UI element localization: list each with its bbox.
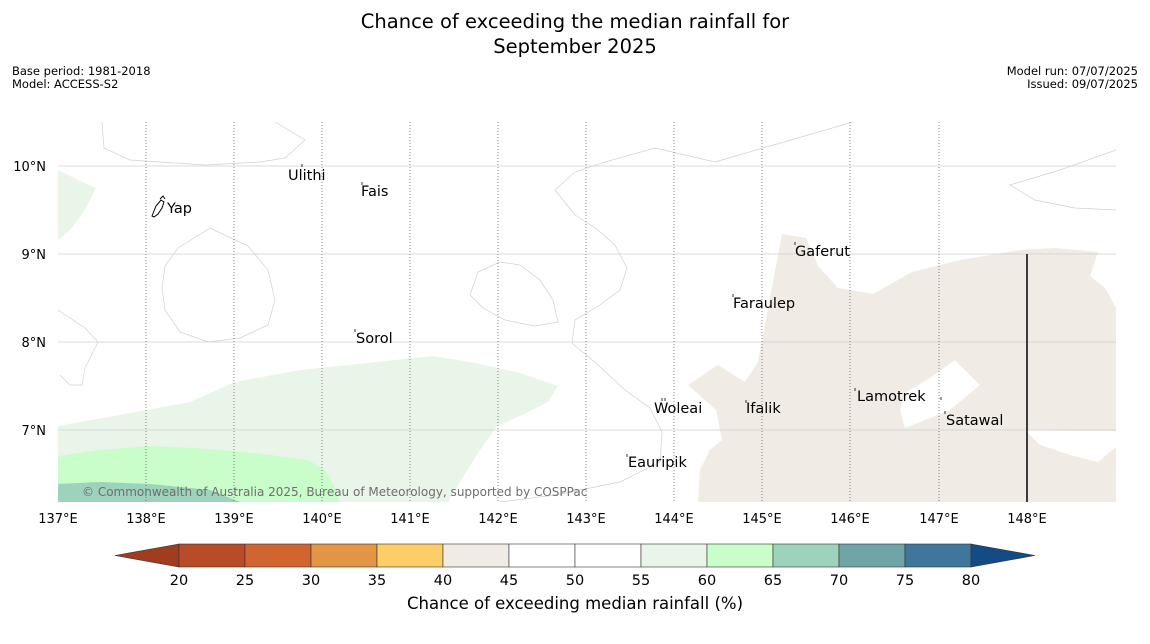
colorbar-tick-label: 75	[896, 573, 914, 589]
colorbar-tick-label: 80	[962, 573, 980, 589]
colorbar-swatch	[508, 543, 576, 568]
place-fais: Fais	[361, 184, 388, 200]
colorbar-tick-label: 70	[830, 573, 848, 589]
place-satawal: Satawal	[946, 413, 1003, 429]
colorbar-tick-label: 45	[500, 573, 518, 589]
place-sorol: Sorol	[356, 331, 393, 347]
place-gaferut: Gaferut	[795, 244, 850, 260]
colorbar-label: Chance of exceeding median rainfall (%)	[406, 594, 744, 613]
longitude-lines	[145, 122, 940, 502]
lon-tick-label: 147°E	[919, 512, 959, 527]
colorbar-ticks: 20 25 30 35 40 45 50 55 60 65 70 75 80	[170, 573, 980, 589]
colorbar-tick-label: 50	[566, 573, 584, 589]
colorbar-swatch	[640, 543, 708, 568]
colorbar-tick-label: 20	[170, 573, 188, 589]
lon-tick-label: 141°E	[390, 512, 430, 527]
colorbar-tick-label: 25	[236, 573, 254, 589]
map-frame: Ulithi Fais Yap Gaferut Faraulep Sorol L…	[58, 122, 1116, 502]
lon-tick-label: 145°E	[742, 512, 782, 527]
lat-tick-label: 7°N	[22, 424, 47, 439]
map-title: Chance of exceeding the median rainfall …	[0, 9, 1150, 59]
meta-right: Model run: 07/07/2025 Issued: 09/07/2025	[1007, 65, 1138, 91]
model-text: Model: ACCESS-S2	[12, 77, 119, 91]
lon-tick-label: 137°E	[38, 512, 78, 527]
colorbar-extend-low	[114, 543, 180, 568]
lat-tick-label: 9°N	[22, 248, 47, 263]
island-markers	[301, 164, 946, 457]
contour-55-60-region-northwest	[58, 170, 96, 240]
colorbar-swatch	[376, 543, 444, 568]
colorbar-tick-label: 65	[764, 573, 782, 589]
lon-tick-label: 144°E	[654, 512, 694, 527]
place-ifalik: Ifalik	[746, 401, 781, 417]
yap-island-outline	[151, 195, 166, 218]
lon-tick-label: 142°E	[478, 512, 518, 527]
title-line-1: Chance of exceeding the median rainfall …	[360, 10, 790, 33]
colorbar-swatch	[244, 543, 312, 568]
model-run-text: Model run: 07/07/2025	[1006, 64, 1138, 78]
colorbar-swatch	[838, 543, 906, 568]
issued-text: Issued: 09/07/2025	[1027, 77, 1138, 91]
lat-tick-label: 10°N	[13, 160, 46, 175]
place-lamotrek: Lamotrek	[857, 389, 926, 405]
lon-tick-label: 140°E	[302, 512, 342, 527]
place-yap: Yap	[166, 201, 192, 217]
copyright-text: © Commonwealth of Australia 2025, Bureau…	[82, 485, 587, 499]
lon-tick-label: 148°E	[1007, 512, 1047, 527]
latitude-tick-labels: 10°N 9°N 8°N 7°N	[13, 160, 46, 439]
place-woleai: Woleai	[654, 401, 702, 417]
lat-tick-label: 8°N	[22, 336, 47, 351]
colorbar-swatch	[904, 543, 972, 568]
colorbar-extend-high	[970, 543, 1036, 568]
lon-tick-label: 139°E	[214, 512, 254, 527]
colorbar-swatch	[310, 543, 378, 568]
rainfall-map: Ulithi Fais Yap Gaferut Faraulep Sorol L…	[13, 122, 1116, 527]
contour-white-gap-east	[1025, 430, 1116, 462]
base-period-text: Base period: 1981-2018	[12, 64, 151, 78]
colorbar: 20 25 30 35 40 45 50 55 60 65 70 75 80	[114, 543, 1036, 589]
colorbar-tick-label: 60	[698, 573, 716, 589]
colorbar-swatch	[178, 543, 246, 568]
place-ulithi: Ulithi	[288, 168, 326, 184]
longitude-tick-labels: 137°E 138°E 139°E 140°E 141°E 142°E 143°…	[38, 512, 1047, 527]
colorbar-swatch	[442, 543, 510, 568]
lon-tick-label: 146°E	[830, 512, 870, 527]
colorbar-tick-label: 55	[632, 573, 650, 589]
colorbar-swatches	[114, 543, 1036, 568]
colorbar-swatch	[574, 543, 642, 568]
contour-lines	[58, 122, 1116, 502]
colorbar-tick-label: 30	[302, 573, 320, 589]
contour-65-70-region	[58, 482, 240, 502]
meta-left: Base period: 1981-2018 Model: ACCESS-S2	[12, 65, 151, 91]
title-line-2: September 2025	[493, 35, 657, 58]
place-eauripik: Eauripik	[628, 455, 687, 471]
place-faraulep: Faraulep	[733, 296, 795, 312]
colorbar-tick-label: 35	[368, 573, 386, 589]
contour-40-45-region-east	[688, 234, 1116, 502]
lon-tick-label: 138°E	[126, 512, 166, 527]
colorbar-tick-label: 40	[434, 573, 452, 589]
lon-tick-label: 143°E	[566, 512, 606, 527]
colorbar-swatch	[706, 543, 774, 568]
colorbar-swatch	[772, 543, 840, 568]
